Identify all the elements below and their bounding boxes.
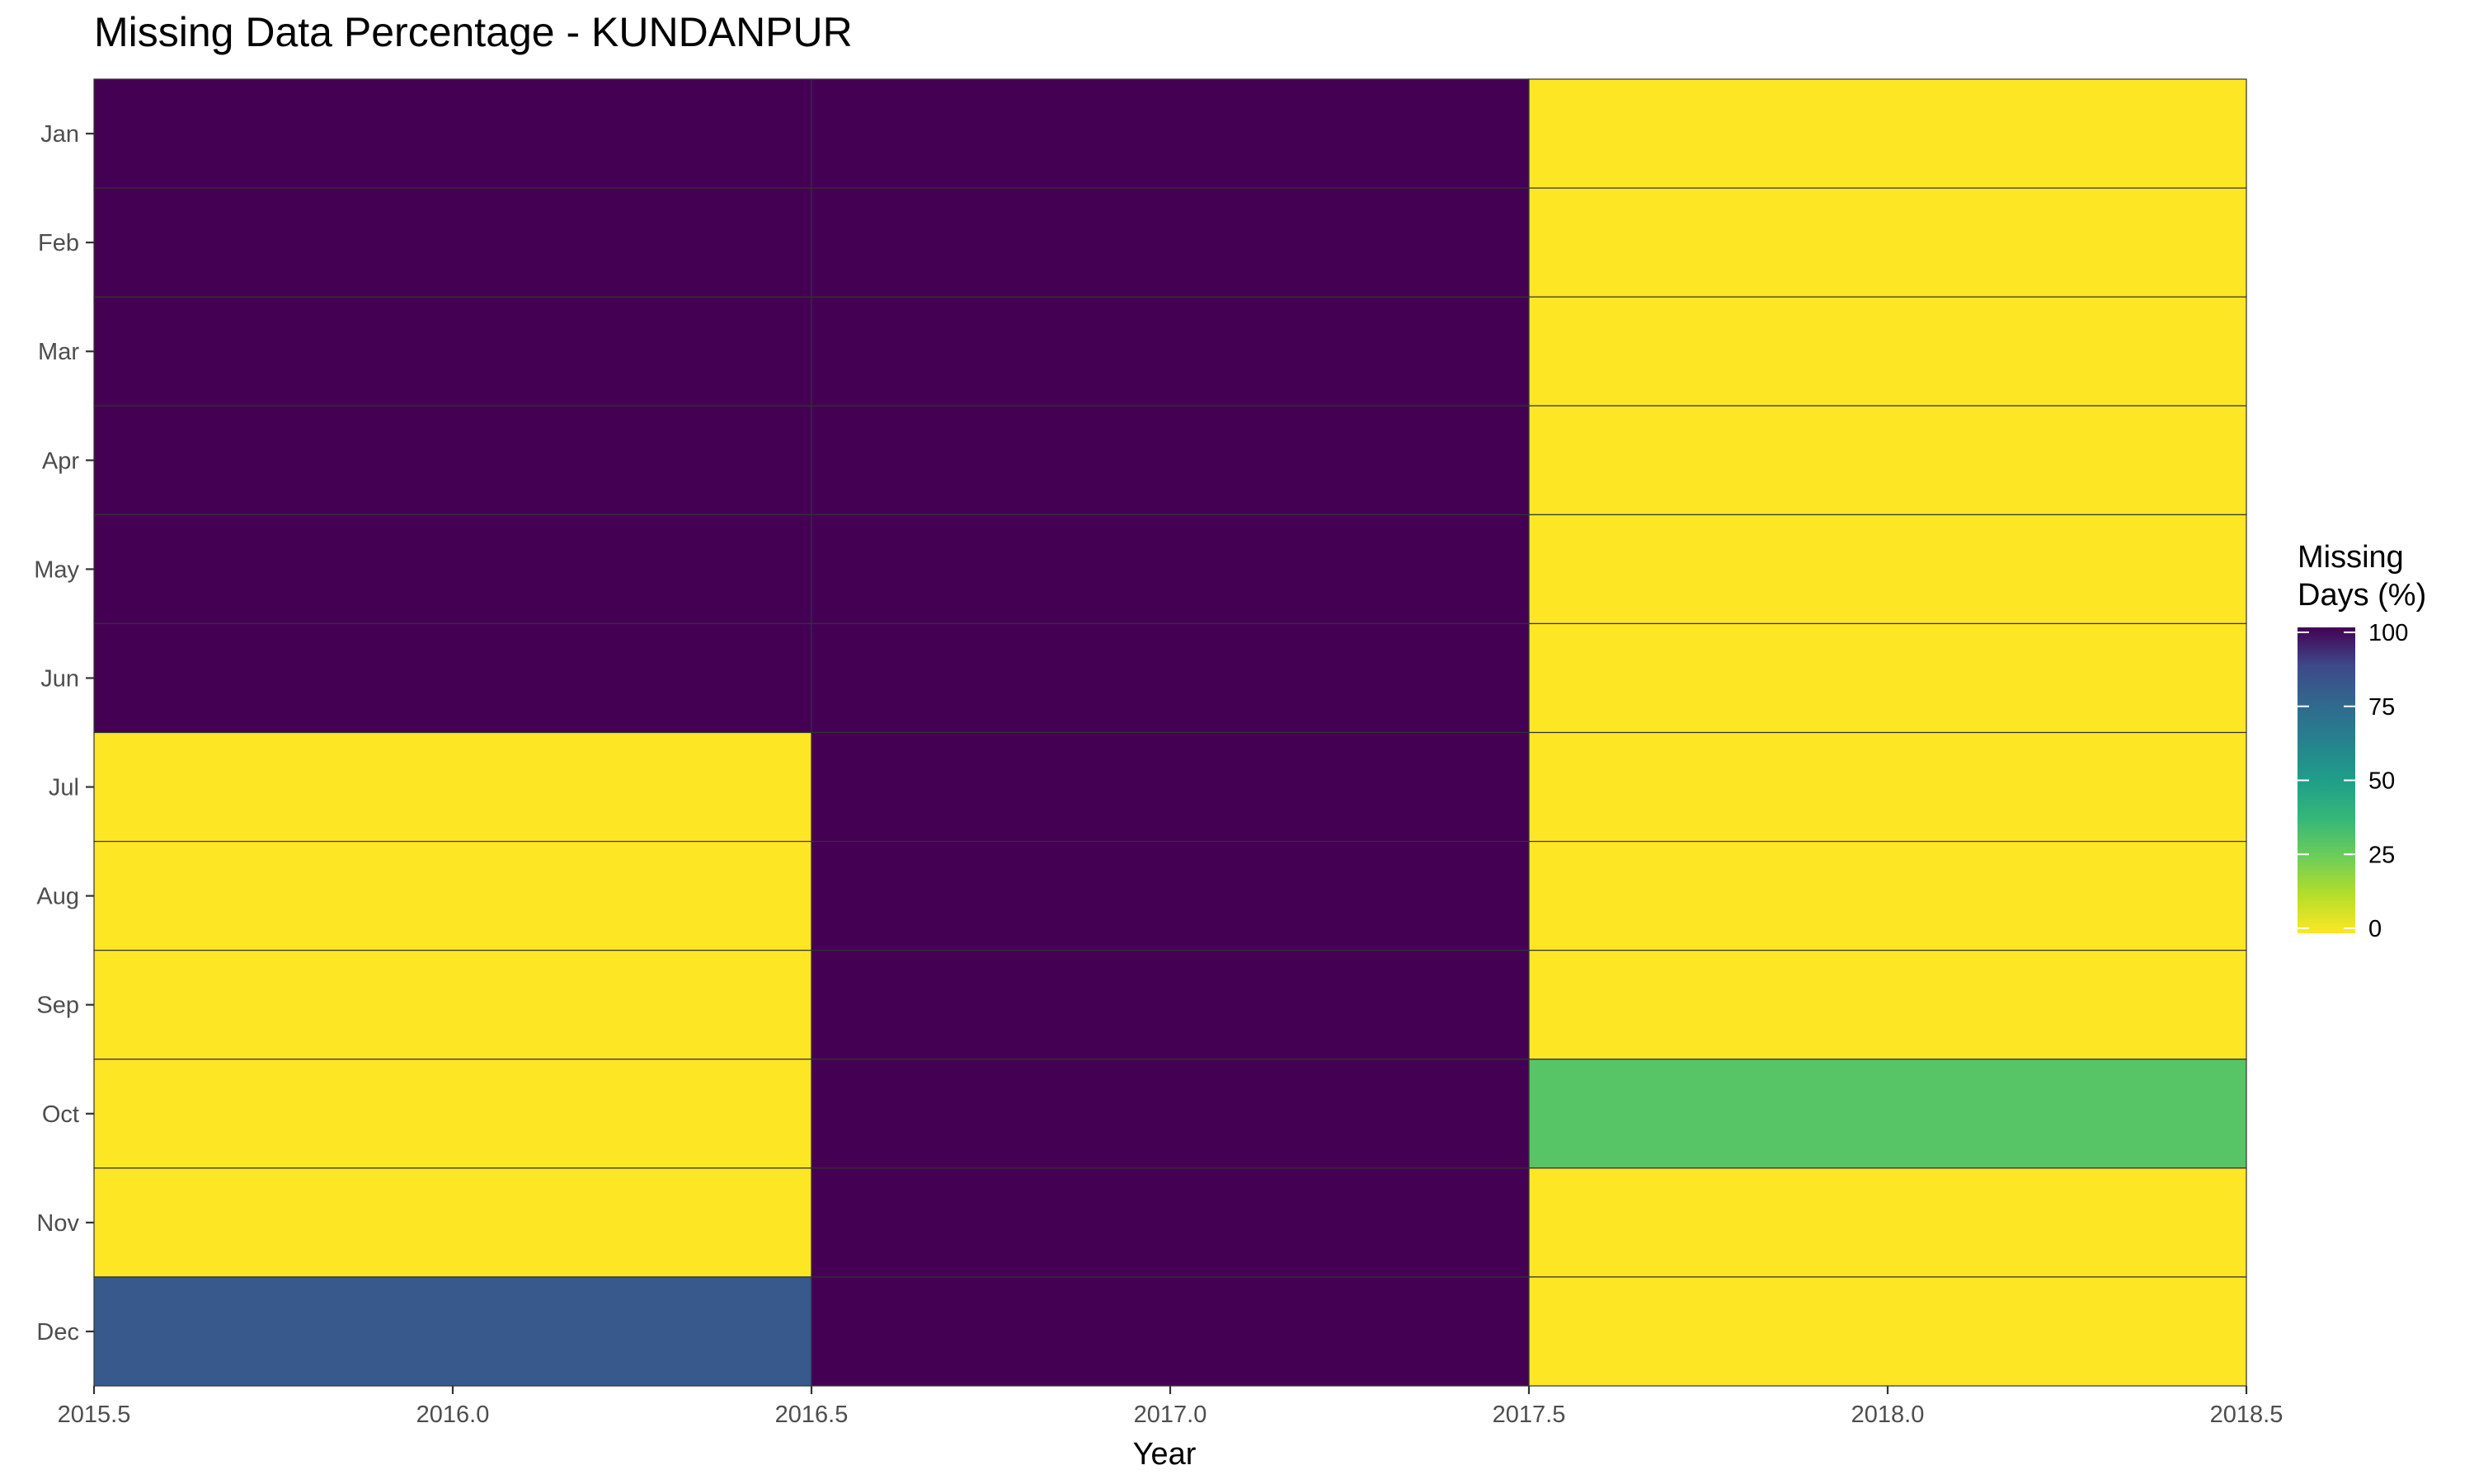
x-tick-label: 2018.5 (2210, 1402, 2284, 1428)
x-tick-label: 2017.0 (1134, 1402, 1207, 1428)
x-tick-label: 2015.5 (58, 1402, 131, 1428)
legend-tick-label: 100 (2368, 620, 2408, 646)
chart-title: Missing Data Percentage - KUNDANPUR (94, 9, 853, 55)
y-tick-label-oct: Oct (42, 1101, 79, 1128)
legend-tick-label: 50 (2368, 768, 2395, 795)
y-tick-label-jun: Jun (40, 665, 79, 692)
heatmap-cell-apr-2018 (1528, 405, 2247, 515)
heatmap-cell-aug-2018 (1528, 840, 2247, 951)
heatmap-cell-feb-2017 (811, 187, 1530, 298)
heatmap-cell-may-2018 (1528, 514, 2247, 625)
heatmap-cell-jan-2017 (811, 78, 1530, 189)
y-tick-label-jul: Jul (49, 775, 79, 801)
x-tick-label: 2016.0 (416, 1402, 490, 1428)
heatmap-cell-nov-2018 (1528, 1167, 2247, 1278)
legend-tick-label: 25 (2368, 842, 2395, 868)
y-tick-label-nov: Nov (36, 1210, 79, 1237)
heatmap-cell-oct-2017 (811, 1059, 1530, 1169)
heatmap-cell-jun-2016 (93, 622, 812, 734)
x-axis: 2015.5 2016.0 2016.5 2017.0 2017.5 2018.0 2018… (58, 1386, 2284, 1428)
y-tick-label-apr: Apr (42, 448, 79, 474)
y-tick-label-dec: Dec (36, 1319, 79, 1345)
heatmap-cell-nov-2017 (811, 1167, 1530, 1278)
heatmap-cell-apr-2016 (93, 405, 812, 515)
x-tick-label: 2017.5 (1493, 1402, 1566, 1428)
heatmap-cell-jan-2016 (93, 78, 812, 189)
heatmap-cell-jun-2017 (811, 622, 1530, 734)
heatmap-cell-mar-2017 (811, 296, 1530, 406)
heatmap-cell-jul-2017 (811, 731, 1530, 843)
x-axis-title: Year (1133, 1437, 1197, 1472)
heatmap-cell-oct-2016 (93, 1059, 812, 1169)
heatmap-cell-mar-2016 (93, 296, 812, 406)
heatmap-cell-feb-2016 (93, 187, 812, 298)
heatmap-cell-may-2017 (811, 514, 1530, 625)
legend-tick-label: 75 (2368, 694, 2395, 721)
heatmap-cell-jul-2018 (1528, 731, 2247, 843)
heatmap-cell-feb-2018 (1528, 187, 2247, 298)
heatmap-cell-jan-2018 (1528, 78, 2247, 189)
legend-title-line: Days (%) (2298, 578, 2426, 613)
heatmap-cell-oct-2018 (1528, 1059, 2247, 1169)
heatmap-cell-nov-2016 (93, 1167, 812, 1278)
y-tick-label-aug: Aug (36, 884, 79, 910)
heatmap-cell-may-2016 (93, 514, 812, 625)
y-tick-label-may: May (34, 556, 79, 583)
heatmap-cell-dec-2018 (1528, 1276, 2247, 1387)
y-tick-label-mar: Mar (38, 339, 79, 365)
y-axis: Jan Feb Mar Apr May Jun Jul Aug Sep Oct Nov Dec (34, 121, 94, 1345)
legend-tick-label: 0 (2368, 916, 2382, 942)
heatmap-cell-dec-2017 (811, 1276, 1530, 1387)
heatmap-cell-sep-2016 (93, 950, 812, 1060)
y-tick-label-jan: Jan (40, 121, 79, 148)
x-tick-label: 2018.0 (1851, 1402, 1925, 1428)
heatmap-cell-aug-2016 (93, 840, 812, 951)
heatmap-cell-aug-2017 (811, 840, 1530, 951)
y-tick-label-sep: Sep (36, 993, 79, 1019)
heatmap-cell-jun-2018 (1528, 622, 2247, 734)
heatmap-cell-jul-2016 (93, 731, 812, 843)
heatmap-cell-sep-2017 (811, 950, 1530, 1060)
x-tick-label: 2016.5 (775, 1402, 849, 1428)
legend-title-line: Missing (2298, 540, 2404, 575)
heatmap-cell-apr-2017 (811, 405, 1530, 515)
heatmap-cells (93, 78, 2247, 1387)
y-tick-label-feb: Feb (38, 230, 79, 256)
heatmap-cell-sep-2018 (1528, 950, 2247, 1060)
heatmap-cell-mar-2018 (1528, 296, 2247, 406)
heatmap-cell-dec-2016 (93, 1276, 812, 1387)
